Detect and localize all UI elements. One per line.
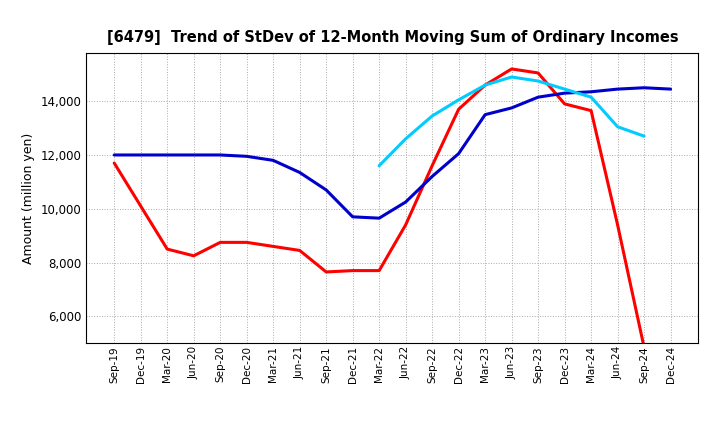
3 Years [216, 240, 225, 245]
5 Years [243, 154, 251, 159]
7 Years [534, 78, 542, 84]
7 Years [640, 133, 649, 139]
5 Years [613, 87, 622, 92]
7 Years [454, 97, 463, 103]
5 Years [508, 105, 516, 110]
Line: 5 Years: 5 Years [114, 88, 670, 218]
3 Years [110, 161, 119, 166]
3 Years [508, 66, 516, 72]
3 Years [348, 268, 357, 273]
3 Years [269, 244, 277, 249]
5 Years [401, 199, 410, 205]
Y-axis label: Amount (million yen): Amount (million yen) [22, 132, 35, 264]
3 Years [481, 82, 490, 88]
5 Years [640, 85, 649, 90]
3 Years [640, 345, 649, 350]
7 Years [560, 87, 569, 92]
3 Years [163, 246, 171, 252]
3 Years [189, 253, 198, 258]
3 Years [295, 248, 304, 253]
7 Years [587, 95, 595, 100]
5 Years [534, 95, 542, 100]
3 Years [454, 106, 463, 112]
3 Years [243, 240, 251, 245]
7 Years [613, 124, 622, 129]
Title: [6479]  Trend of StDev of 12-Month Moving Sum of Ordinary Incomes: [6479] Trend of StDev of 12-Month Moving… [107, 29, 678, 45]
5 Years [481, 112, 490, 117]
5 Years [189, 152, 198, 158]
3 Years [375, 268, 384, 273]
3 Years [136, 203, 145, 209]
7 Years [481, 82, 490, 88]
3 Years [428, 163, 436, 169]
5 Years [322, 187, 330, 193]
5 Years [454, 151, 463, 156]
5 Years [163, 152, 171, 158]
Line: 7 Years: 7 Years [379, 77, 644, 166]
3 Years [534, 70, 542, 76]
7 Years [401, 136, 410, 142]
5 Years [428, 174, 436, 179]
3 Years [560, 101, 569, 106]
5 Years [216, 152, 225, 158]
5 Years [295, 170, 304, 175]
7 Years [428, 114, 436, 119]
5 Years [375, 216, 384, 221]
5 Years [587, 89, 595, 95]
5 Years [269, 158, 277, 163]
7 Years [375, 163, 384, 169]
3 Years [613, 222, 622, 227]
3 Years [322, 269, 330, 275]
5 Years [136, 152, 145, 158]
7 Years [508, 74, 516, 80]
5 Years [110, 152, 119, 158]
5 Years [560, 91, 569, 96]
3 Years [587, 108, 595, 113]
5 Years [348, 214, 357, 220]
5 Years [666, 87, 675, 92]
Line: 3 Years: 3 Years [114, 69, 644, 347]
3 Years [401, 222, 410, 227]
